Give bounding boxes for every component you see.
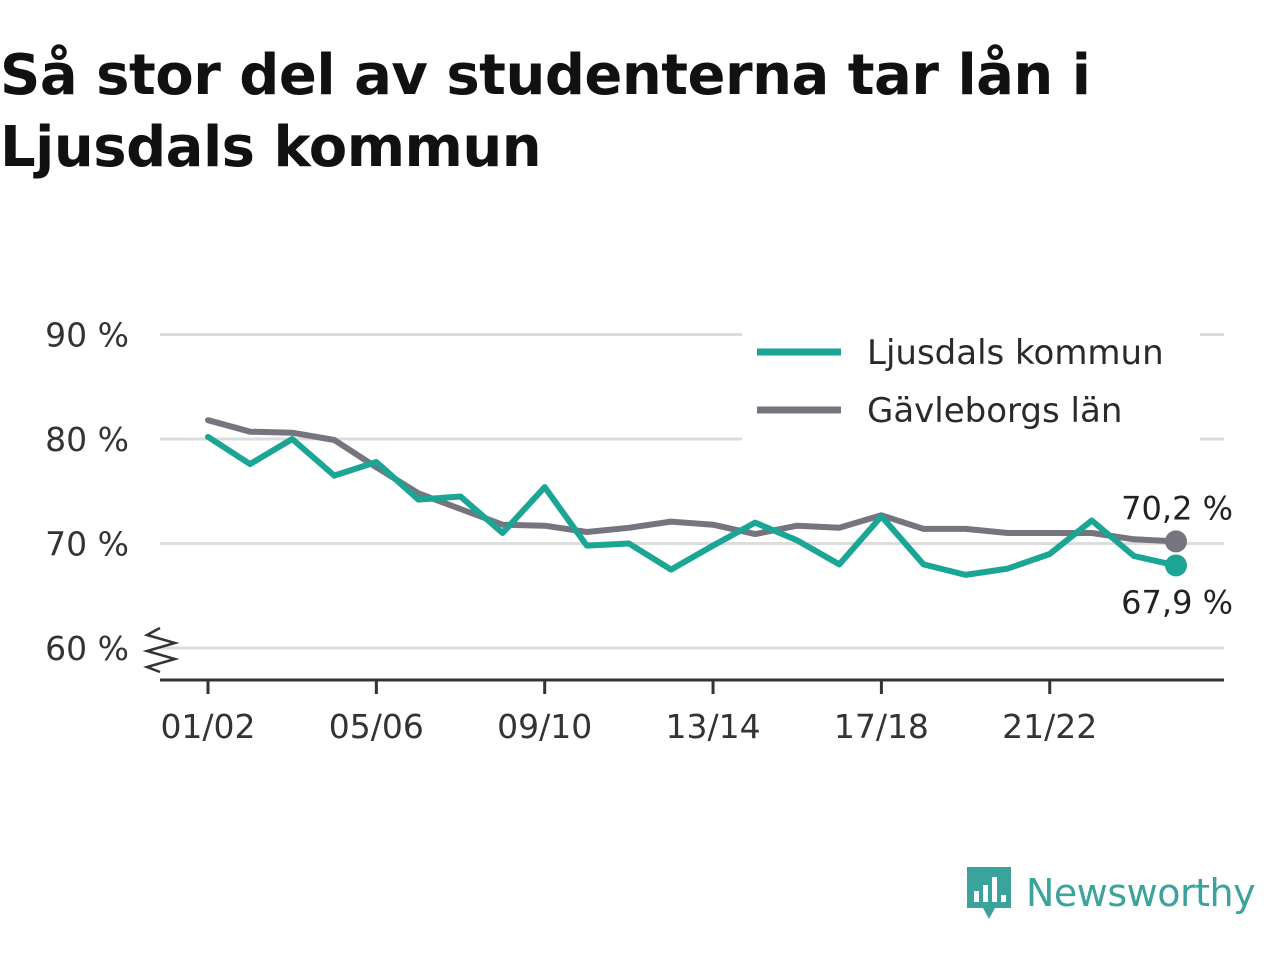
end-label-ljusdal: 67,9 % xyxy=(1121,583,1233,621)
y-tick-label: 90 % xyxy=(45,316,129,355)
end-point-marker xyxy=(1165,554,1187,577)
y-tick-label: 60 % xyxy=(45,629,129,668)
axis-break-mark xyxy=(142,626,180,674)
x-tick-label: 09/10 xyxy=(497,707,592,746)
legend-label: Ljusdals kommun xyxy=(867,333,1164,373)
legend-background xyxy=(742,323,1200,441)
brand-logo: Newsworthy xyxy=(964,864,1256,922)
legend-label: Gävleborgs län xyxy=(867,391,1122,431)
x-tick-label: 13/14 xyxy=(665,707,760,746)
chart-title: Så stor del av studenterna tar lån i Lju… xyxy=(0,43,1091,180)
end-label-gavleborg: 70,2 % xyxy=(1121,489,1233,527)
y-tick-label: 80 % xyxy=(45,420,129,459)
end-point-marker xyxy=(1165,530,1187,553)
end-labels: 70,2 % 67,9 % xyxy=(1121,489,1233,621)
series-lines xyxy=(205,417,1187,578)
brand-name: Newsworthy xyxy=(1026,871,1256,915)
x-tick-label: 21/22 xyxy=(1002,707,1097,746)
series-line-ljusdal xyxy=(205,433,1179,578)
x-tick-label: 17/18 xyxy=(834,707,929,746)
newsworthy-logo-icon xyxy=(967,867,1011,919)
y-tick-label: 70 % xyxy=(45,525,129,564)
x-tick-label: 01/02 xyxy=(160,707,255,746)
legend: Ljusdals kommun Gävleborgs län xyxy=(742,323,1200,441)
x-tick-label: 05/06 xyxy=(329,707,424,746)
axes: 60 % 70 % 80 % 90 % 01/02 05/06 09/10 13/14 17/1… xyxy=(45,316,1224,746)
